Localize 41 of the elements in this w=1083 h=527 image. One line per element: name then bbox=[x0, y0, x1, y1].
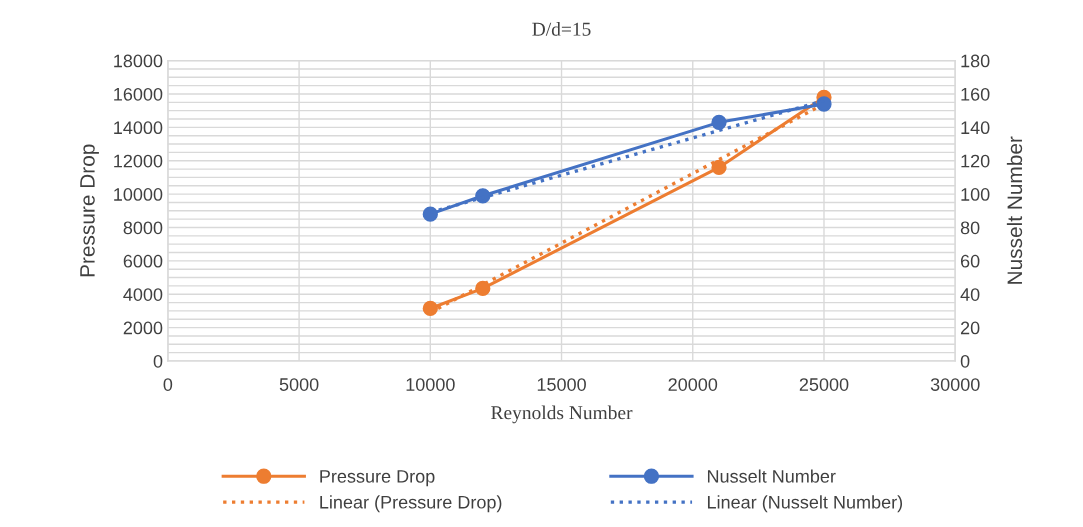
legend-label: Nusselt Number bbox=[707, 469, 836, 483]
y2-axis-title: Nusselt Number bbox=[1006, 136, 1023, 284]
y2-tick-label: 180 bbox=[961, 54, 990, 68]
point bbox=[422, 300, 438, 317]
y2-tick-label: 120 bbox=[961, 154, 990, 168]
y2-tick-label: 0 bbox=[960, 354, 970, 368]
y-tick-label: 12000 bbox=[114, 154, 163, 168]
y2-tick-label: 20 bbox=[960, 321, 980, 335]
legend-label: Linear (Nusselt Number) bbox=[707, 495, 903, 513]
x-tick-label: 25000 bbox=[799, 378, 849, 391]
x-axis-title: Reynolds Number bbox=[491, 405, 633, 424]
y-axis-title: Pressure Drop bbox=[80, 144, 99, 277]
x-tick-label: 30000 bbox=[930, 378, 980, 391]
point bbox=[422, 206, 438, 222]
point bbox=[711, 114, 727, 130]
x-tick-label: 15000 bbox=[537, 378, 586, 391]
y-tick-label: 16000 bbox=[114, 87, 163, 101]
y2-tick-label: 160 bbox=[961, 87, 990, 101]
legend-label: Pressure Drop bbox=[320, 470, 435, 487]
legend-label: Linear (Pressure Drop) bbox=[320, 495, 502, 513]
point bbox=[711, 159, 727, 176]
chart-title: D/d=15 bbox=[532, 22, 591, 36]
y2-tick-label: 140 bbox=[961, 121, 990, 135]
point bbox=[816, 96, 832, 112]
x-tick-label: 20000 bbox=[668, 378, 718, 391]
y-tick-label: 10000 bbox=[114, 188, 163, 201]
y2-tick-label: 60 bbox=[960, 254, 980, 268]
x-tick-label: 10000 bbox=[406, 378, 455, 391]
x-tick-label: 5000 bbox=[279, 378, 319, 391]
y-tick-label: 2000 bbox=[123, 321, 163, 335]
y2-tick-label: 80 bbox=[960, 221, 980, 235]
y2-tick-label: 40 bbox=[960, 288, 980, 301]
y-tick-label: 8000 bbox=[123, 221, 163, 235]
y-tick-label: 14000 bbox=[114, 121, 163, 135]
y-tick-label: 4000 bbox=[123, 288, 163, 301]
y2-tick-label: 100 bbox=[961, 188, 990, 201]
x-tick-label: 0 bbox=[163, 378, 173, 391]
y-tick-label: 0 bbox=[153, 354, 163, 368]
y-tick-label: 18000 bbox=[114, 54, 163, 68]
y-tick-label: 6000 bbox=[123, 254, 163, 268]
point bbox=[475, 188, 491, 204]
